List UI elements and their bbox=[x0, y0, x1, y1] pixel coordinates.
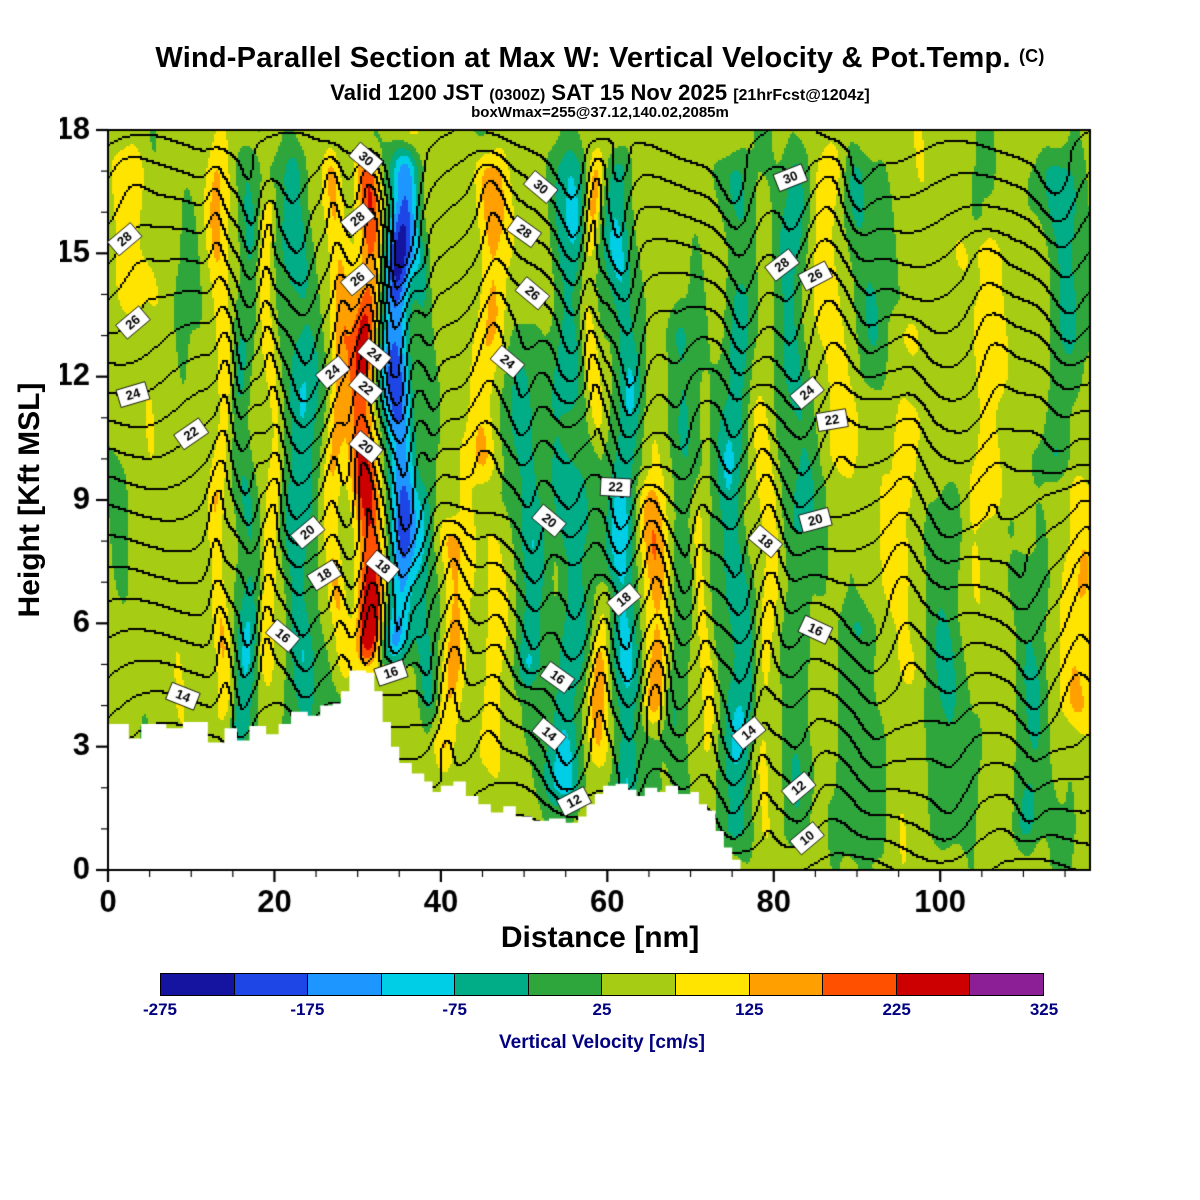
valid-time-main: Valid 1200 JST bbox=[330, 80, 490, 105]
x-axis-title: Distance [nm] bbox=[500, 921, 700, 954]
colorbar-segment bbox=[749, 974, 824, 995]
colorbar-segment bbox=[455, 974, 529, 995]
valid-time-line: Valid 1200 JST (0300Z) SAT 15 Nov 2025 [… bbox=[0, 80, 1200, 106]
colorbar-tick-labels: -275 -175 -75 25 125 225 325 bbox=[143, 996, 1058, 1022]
colorbar: -275 -175 -75 25 125 225 325 Vertical Velocity… bbox=[143, 973, 1058, 1054]
colorbar-segment bbox=[234, 974, 309, 995]
colorbar-segment bbox=[896, 974, 971, 995]
y-axis-title: Height [Kft MSL] bbox=[13, 382, 46, 618]
colorbar-tick-label: -275 bbox=[142, 1000, 178, 1019]
figure-title-text: Wind-Parallel Section at Max W: Vertical… bbox=[155, 42, 1011, 74]
colorbar-segment bbox=[161, 974, 235, 995]
valid-date: SAT 15 Nov 2025 bbox=[545, 80, 734, 105]
forecast-hour: [21hrFcst@1204z] bbox=[733, 87, 870, 104]
colorbar-segment bbox=[823, 974, 897, 995]
figure-title: Wind-Parallel Section at Max W: Vertical… bbox=[0, 42, 1200, 75]
colorbar-segment bbox=[970, 974, 1043, 995]
valid-time-utc: (0300Z) bbox=[489, 87, 546, 104]
colorbar-gradient bbox=[160, 973, 1044, 996]
colorbar-segment bbox=[602, 974, 677, 995]
figure-title-unit: (C) bbox=[1018, 46, 1045, 66]
colorbar-segment bbox=[676, 974, 750, 995]
cross-section-plot bbox=[60, 115, 1100, 945]
colorbar-tick-label: -175 bbox=[290, 1000, 325, 1019]
colorbar-segment bbox=[528, 974, 603, 995]
colorbar-tick-label: 325 bbox=[1029, 1000, 1059, 1019]
colorbar-tick-label: 25 bbox=[592, 1000, 612, 1019]
colorbar-title: Vertical Velocity [cm/s] bbox=[499, 1032, 705, 1053]
colorbar-segment bbox=[381, 974, 456, 995]
colorbar-tick-label: 225 bbox=[882, 1000, 911, 1019]
colorbar-tick-label: -75 bbox=[442, 1000, 467, 1019]
colorbar-tick-label: 125 bbox=[735, 1000, 764, 1019]
colorbar-segment bbox=[308, 974, 382, 995]
